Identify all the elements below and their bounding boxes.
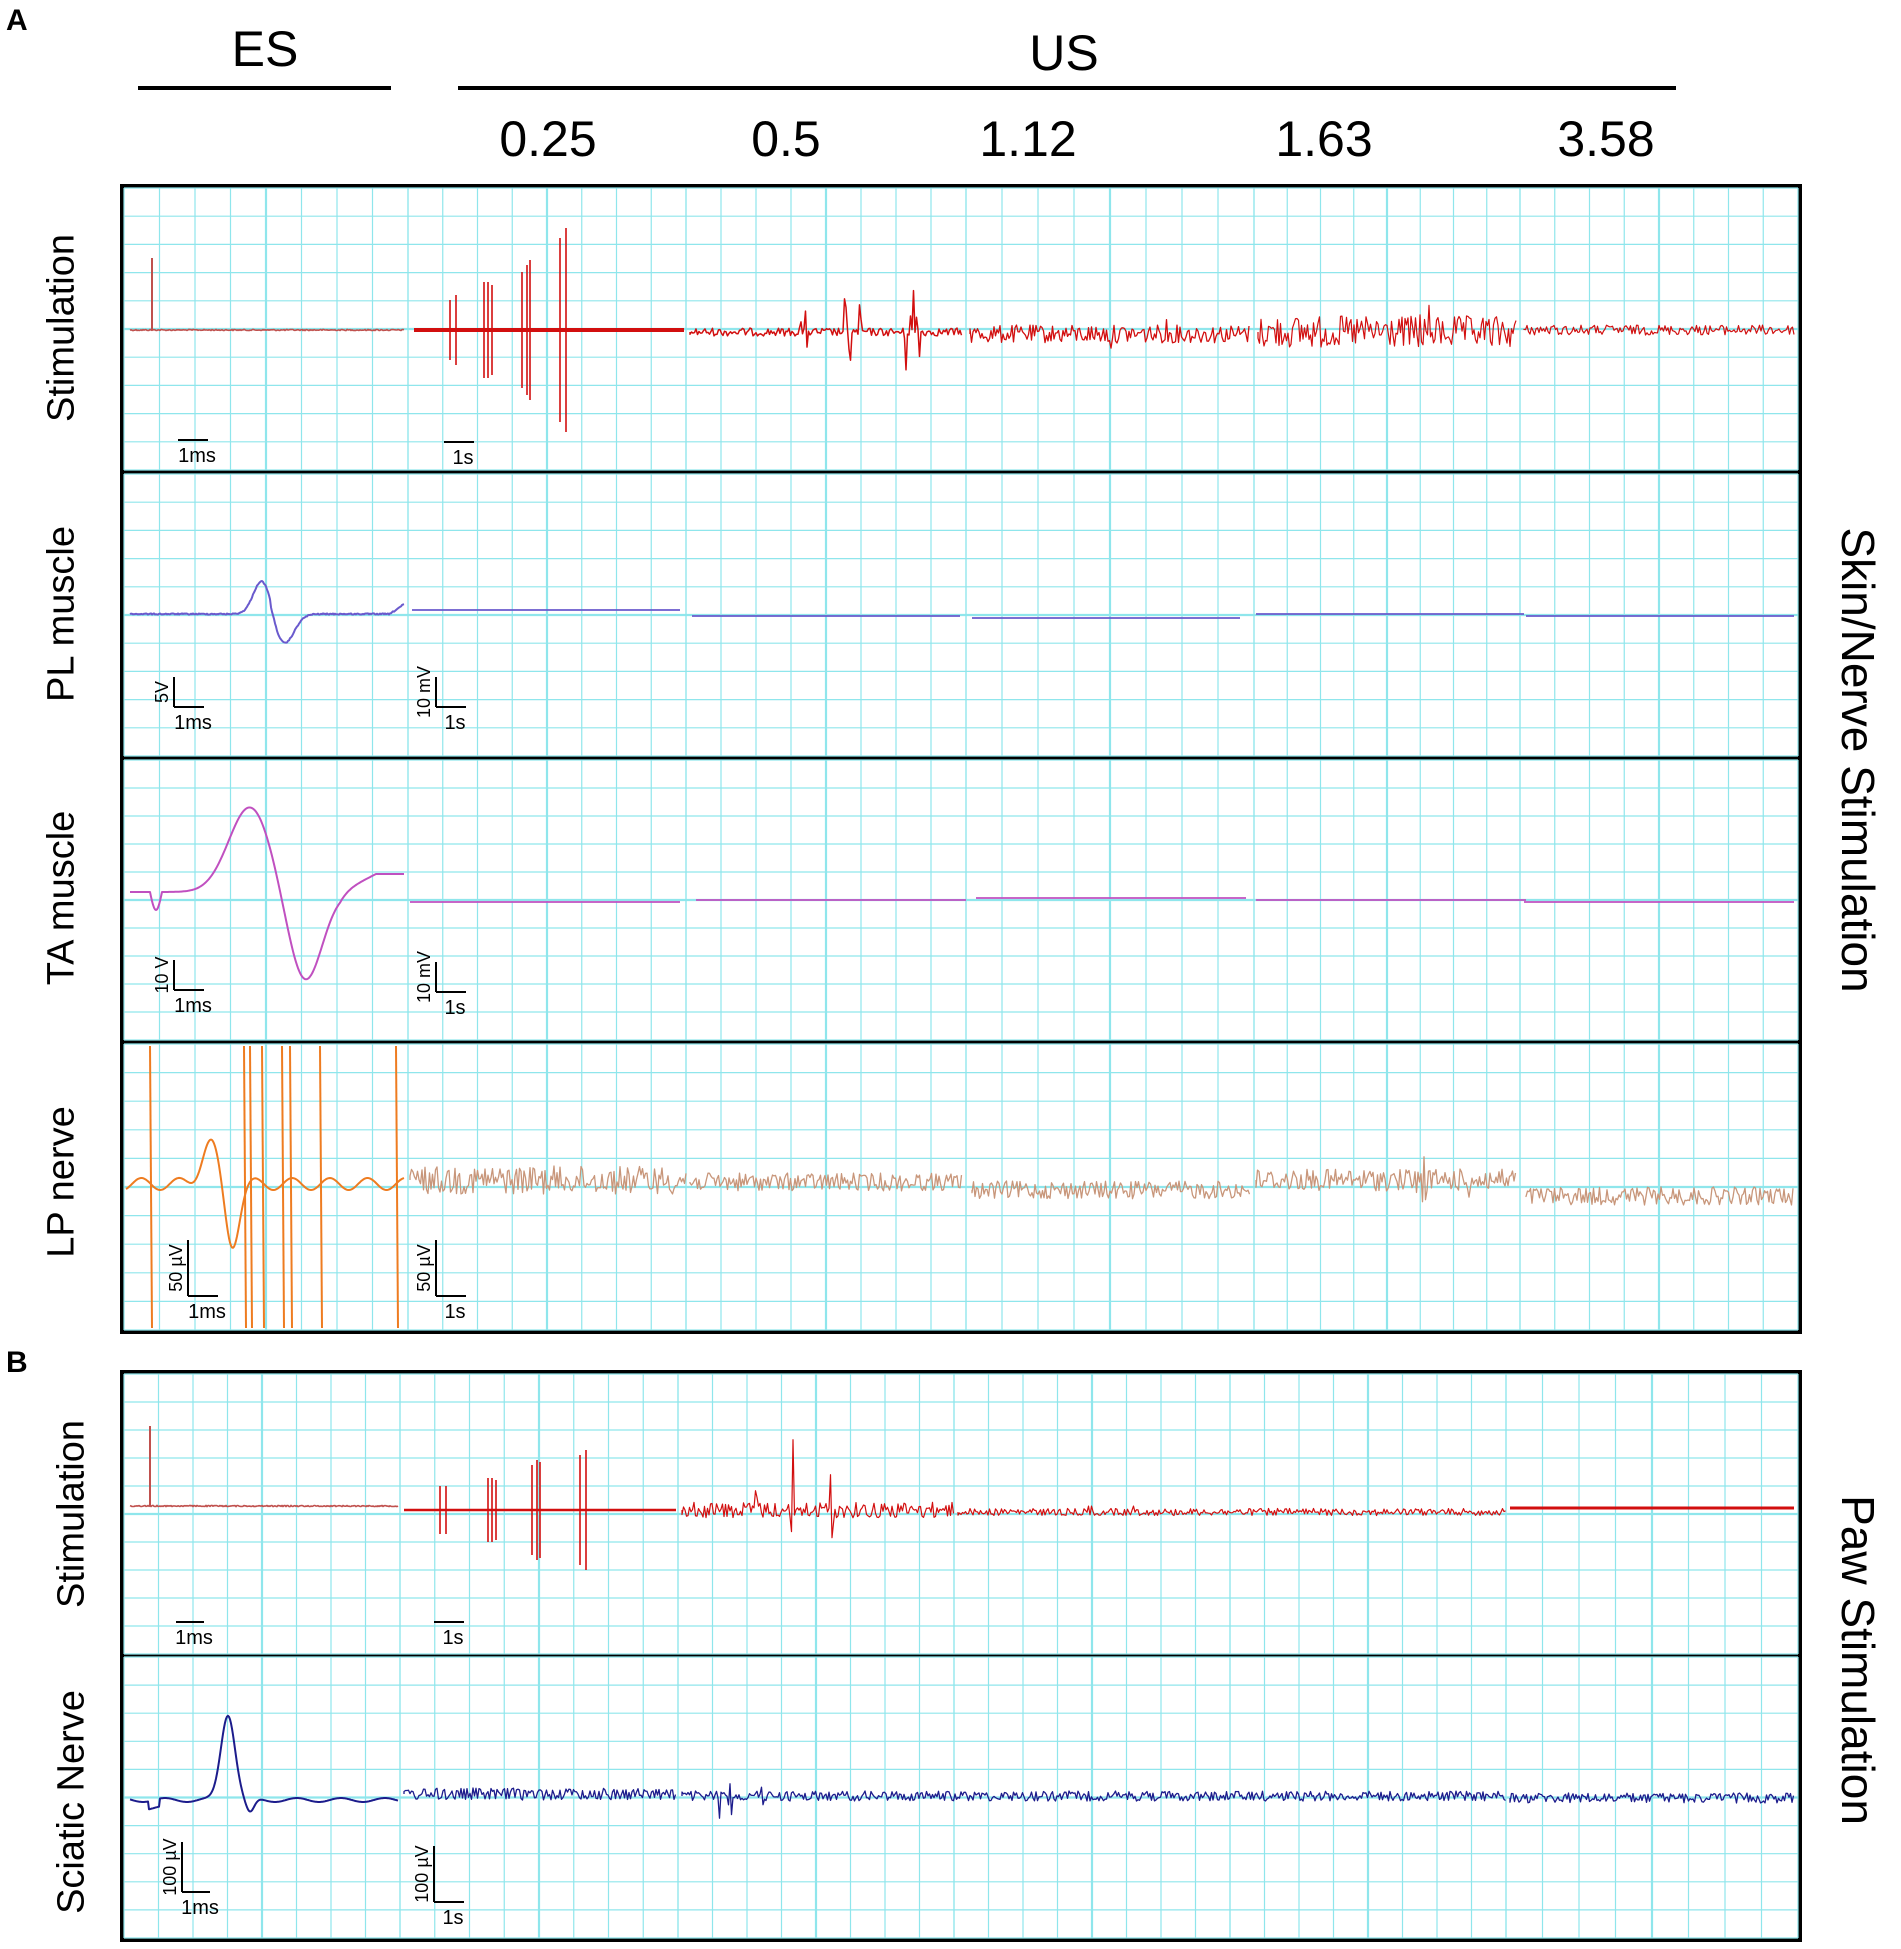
grid (965, 473, 1255, 757)
panel-b-letter: B (6, 1346, 28, 1379)
row-separator (120, 1040, 1802, 1044)
grid (399, 1373, 679, 1655)
scale-bar-time-label: 1s (444, 997, 465, 1019)
lp-nerve-es-artifact (319, 1045, 323, 1329)
us-stimulation-trace (681, 1439, 955, 1539)
scale-bar-amplitude-label: 50 µV (166, 1244, 186, 1291)
sciatic-nerve-us-trace (403, 1787, 677, 1801)
scale-bar-time-label: 1ms (178, 445, 216, 467)
grid (123, 1373, 401, 1655)
scale-bar-amplitude-label: 10 V (152, 956, 172, 993)
grid (953, 1373, 1231, 1655)
lp-nerve-es-artifact (289, 1045, 293, 1329)
lp-nerve-es-trace (125, 1138, 405, 1249)
panel-a-letter: A (6, 4, 28, 37)
scale-bar-time-label: 1ms (174, 712, 212, 734)
lp-nerve-es-artifact (395, 1045, 399, 1329)
grid (1229, 1373, 1507, 1655)
sciatic-nerve-us-trace (1509, 1792, 1795, 1804)
us-stimulation-trace (969, 318, 1250, 349)
grid (1519, 473, 1799, 757)
amplitude-label: 1.12 (979, 111, 1077, 167)
row-separator (120, 1654, 1802, 1657)
amplitude-label: 0.25 (499, 111, 597, 167)
grid (965, 759, 1255, 1041)
grid (123, 1043, 409, 1331)
lp-nerve-us-trace (689, 1172, 963, 1192)
es-header-line (138, 86, 391, 90)
row-separator (120, 756, 1802, 760)
sciatic-nerve-us-trace (681, 1783, 1506, 1819)
scale-bar-amplitude-label: 100 µV (160, 1838, 180, 1895)
scale-bar-amplitude-label: 5V (152, 681, 172, 703)
lp-nerve-us-trace (1525, 1186, 1794, 1206)
scale-bar-time-label: 1s (442, 1627, 463, 1649)
scale-bar-time-label: 1s (444, 1301, 465, 1323)
grid (1253, 1043, 1521, 1331)
scale-bar-amplitude-label: 10 mV (414, 666, 434, 718)
es-header: ES (231, 21, 299, 77)
us-stimulation-trace (1523, 324, 1795, 336)
lp-nerve-es-artifact (243, 1045, 247, 1329)
lp-nerve-us-trace (409, 1165, 687, 1195)
scale-bar-time-label: 1ms (181, 1897, 219, 1919)
pl-muscle-es-trace (129, 580, 405, 644)
lp-nerve-us-trace (971, 1180, 1251, 1200)
ta-muscle-es-trace (130, 806, 404, 981)
grid (407, 759, 687, 1041)
scale-bar-time-label: 1ms (174, 995, 212, 1017)
lp-nerve-es-artifact (149, 1045, 153, 1329)
grid (1519, 759, 1799, 1041)
grid (123, 759, 409, 1041)
lp-nerve-es-artifact (281, 1045, 285, 1329)
amplitude-label: 0.5 (751, 111, 821, 167)
us-stimulation-trace (957, 1505, 1506, 1517)
grid (1505, 1373, 1799, 1655)
grid (1519, 187, 1799, 471)
amplitude-label: 3.58 (1557, 111, 1655, 167)
lp-nerve-es-artifact (249, 1045, 253, 1329)
scale-bar-amplitude-label: 10 mV (414, 951, 434, 1003)
scale-bar-time-label: 1s (442, 1907, 463, 1929)
lp-nerve-us-trace (1255, 1156, 1517, 1203)
grid (1519, 1043, 1799, 1331)
grid (1253, 473, 1521, 757)
grid (965, 187, 1255, 471)
scale-bar-time-label: 1s (452, 447, 473, 469)
scale-bar-amplitude-label: 50 µV (414, 1244, 434, 1291)
row-separator (120, 470, 1802, 474)
grid (677, 1373, 955, 1655)
amplitude-label: 1.63 (1275, 111, 1373, 167)
grid (685, 473, 967, 757)
grid (1505, 1656, 1799, 1939)
scale-bar-amplitude-label: 100 µV (412, 1845, 432, 1902)
sciatic-nerve-es-trace (129, 1714, 399, 1813)
es-stimulation-trace (129, 1504, 399, 1508)
us-header: US (1029, 25, 1099, 81)
grid (399, 1656, 679, 1939)
grid (965, 1043, 1255, 1331)
us-stimulation-trace (689, 289, 963, 371)
us-header-line (458, 86, 1676, 90)
es-stimulation-trace (129, 328, 405, 332)
scale-bar-time-label: 1ms (175, 1627, 213, 1649)
scale-bar-time-label: 1ms (188, 1301, 226, 1323)
grid (123, 1656, 401, 1939)
us-stimulation-trace (1257, 304, 1517, 348)
scale-bar-time-label: 1s (444, 712, 465, 734)
lp-nerve-es-artifact (261, 1045, 265, 1329)
